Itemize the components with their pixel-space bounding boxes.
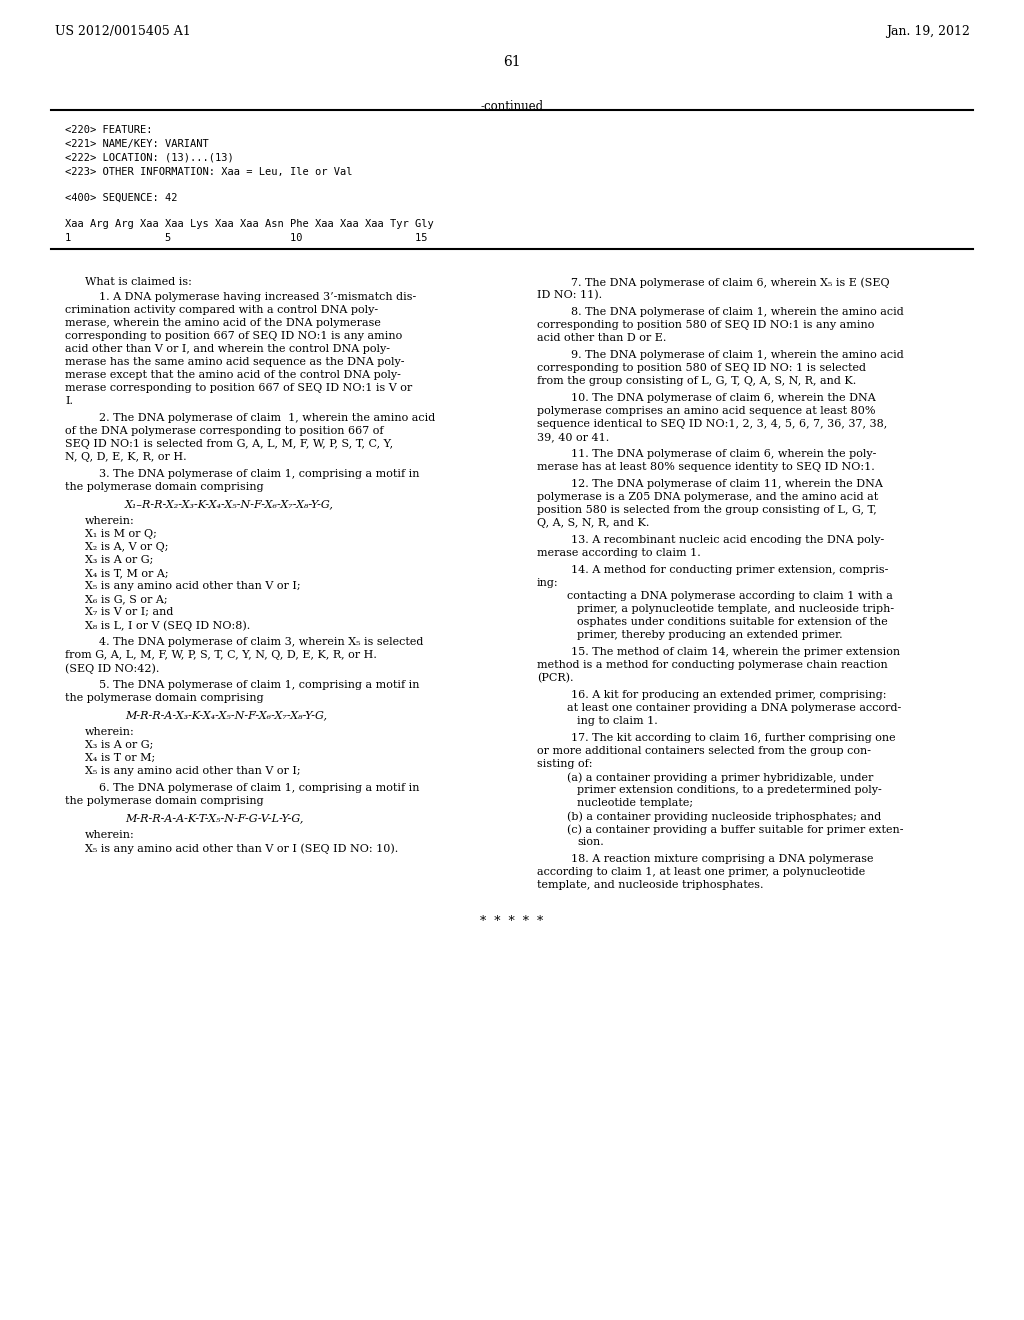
Text: 2. The DNA polymerase of claim  1, wherein the amino acid: 2. The DNA polymerase of claim 1, wherei… [85, 413, 435, 422]
Text: (c) a container providing a buffer suitable for primer exten-: (c) a container providing a buffer suita… [567, 824, 903, 834]
Text: X₂ is A, V or Q;: X₂ is A, V or Q; [85, 543, 169, 552]
Text: -continued: -continued [480, 100, 544, 114]
Text: X₃ is A or G;: X₃ is A or G; [85, 554, 154, 565]
Text: 8. The DNA polymerase of claim 1, wherein the amino acid: 8. The DNA polymerase of claim 1, wherei… [557, 308, 904, 317]
Text: primer extension conditions, to a predetermined poly-: primer extension conditions, to a predet… [577, 785, 882, 795]
Text: 14. A method for conducting primer extension, compris-: 14. A method for conducting primer exten… [557, 565, 889, 576]
Text: merase according to claim 1.: merase according to claim 1. [537, 548, 700, 558]
Text: 16. A kit for producing an extended primer, comprising:: 16. A kit for producing an extended prim… [557, 690, 887, 700]
Text: osphates under conditions suitable for extension of the: osphates under conditions suitable for e… [577, 616, 888, 627]
Text: X₅ is any amino acid other than V or I;: X₅ is any amino acid other than V or I; [85, 581, 301, 591]
Text: wherein:: wherein: [85, 830, 135, 840]
Text: X₆ is G, S or A;: X₆ is G, S or A; [85, 594, 168, 605]
Text: <222> LOCATION: (13)...(13): <222> LOCATION: (13)...(13) [65, 153, 233, 162]
Text: of the DNA polymerase corresponding to position 667 of: of the DNA polymerase corresponding to p… [65, 426, 384, 436]
Text: primer, thereby producing an extended primer.: primer, thereby producing an extended pr… [577, 630, 843, 640]
Text: 9. The DNA polymerase of claim 1, wherein the amino acid: 9. The DNA polymerase of claim 1, wherei… [557, 350, 904, 360]
Text: I.: I. [65, 396, 73, 407]
Text: the polymerase domain comprising: the polymerase domain comprising [65, 693, 263, 704]
Text: sisting of:: sisting of: [537, 759, 593, 770]
Text: corresponding to position 580 of SEQ ID NO: 1 is selected: corresponding to position 580 of SEQ ID … [537, 363, 866, 374]
Text: nucleotide template;: nucleotide template; [577, 799, 693, 808]
Text: primer, a polynucleotide template, and nucleoside triph-: primer, a polynucleotide template, and n… [577, 605, 894, 614]
Text: from G, A, L, M, F, W, P, S, T, C, Y, N, Q, D, E, K, R, or H.: from G, A, L, M, F, W, P, S, T, C, Y, N,… [65, 649, 377, 660]
Text: Q, A, S, N, R, and K.: Q, A, S, N, R, and K. [537, 517, 649, 528]
Text: polymerase is a Z05 DNA polymerase, and the amino acid at: polymerase is a Z05 DNA polymerase, and … [537, 492, 879, 502]
Text: acid other than D or E.: acid other than D or E. [537, 333, 667, 343]
Text: sequence identical to SEQ ID NO:1, 2, 3, 4, 5, 6, 7, 36, 37, 38,: sequence identical to SEQ ID NO:1, 2, 3,… [537, 418, 887, 429]
Text: (SEQ ID NO:42).: (SEQ ID NO:42). [65, 663, 160, 673]
Text: SEQ ID NO:1 is selected from G, A, L, M, F, W, P, S, T, C, Y,: SEQ ID NO:1 is selected from G, A, L, M,… [65, 440, 393, 449]
Text: ID NO: 11).: ID NO: 11). [537, 290, 602, 301]
Text: <223> OTHER INFORMATION: Xaa = Leu, Ile or Val: <223> OTHER INFORMATION: Xaa = Leu, Ile … [65, 168, 352, 177]
Text: US 2012/0015405 A1: US 2012/0015405 A1 [55, 25, 190, 38]
Text: Xaa Arg Arg Xaa Xaa Lys Xaa Xaa Asn Phe Xaa Xaa Xaa Tyr Gly: Xaa Arg Arg Xaa Xaa Lys Xaa Xaa Asn Phe … [65, 219, 434, 228]
Text: from the group consisting of L, G, T, Q, A, S, N, R, and K.: from the group consisting of L, G, T, Q,… [537, 376, 856, 385]
Text: *  *  *  *  *: * * * * * [480, 915, 544, 928]
Text: the polymerase domain comprising: the polymerase domain comprising [65, 796, 263, 807]
Text: X₁–R-R-X₂-X₃-K-X₄-X₅-N-F-X₆-X₇-X₈-Y-G,: X₁–R-R-X₂-X₃-K-X₄-X₅-N-F-X₆-X₇-X₈-Y-G, [125, 499, 334, 510]
Text: 12. The DNA polymerase of claim 11, wherein the DNA: 12. The DNA polymerase of claim 11, wher… [557, 479, 883, 488]
Text: at least one container providing a DNA polymerase accord-: at least one container providing a DNA p… [567, 704, 901, 713]
Text: method is a method for conducting polymerase chain reaction: method is a method for conducting polyme… [537, 660, 888, 671]
Text: ing:: ing: [537, 578, 559, 587]
Text: crimination activity compared with a control DNA poly-: crimination activity compared with a con… [65, 305, 378, 315]
Text: 13. A recombinant nucleic acid encoding the DNA poly-: 13. A recombinant nucleic acid encoding … [557, 535, 885, 545]
Text: 10. The DNA polymerase of claim 6, wherein the DNA: 10. The DNA polymerase of claim 6, where… [557, 393, 876, 403]
Text: contacting a DNA polymerase according to claim 1 with a: contacting a DNA polymerase according to… [567, 591, 893, 601]
Text: 17. The kit according to claim 16, further comprising one: 17. The kit according to claim 16, furth… [557, 733, 896, 743]
Text: the polymerase domain comprising: the polymerase domain comprising [65, 482, 263, 492]
Text: X₈ is L, I or V (SEQ ID NO:8).: X₈ is L, I or V (SEQ ID NO:8). [85, 620, 250, 631]
Text: X₅ is any amino acid other than V or I (SEQ ID NO: 10).: X₅ is any amino acid other than V or I (… [85, 843, 398, 854]
Text: X₄ is T, M or A;: X₄ is T, M or A; [85, 568, 169, 578]
Text: (b) a container providing nucleoside triphosphates; and: (b) a container providing nucleoside tri… [567, 810, 882, 821]
Text: (a) a container providing a primer hybridizable, under: (a) a container providing a primer hybri… [567, 772, 873, 783]
Text: template, and nucleoside triphosphates.: template, and nucleoside triphosphates. [537, 880, 764, 890]
Text: X₇ is V or I; and: X₇ is V or I; and [85, 607, 173, 616]
Text: ing to claim 1.: ing to claim 1. [577, 715, 657, 726]
Text: 7. The DNA polymerase of claim 6, wherein X₅ is E (SEQ: 7. The DNA polymerase of claim 6, wherei… [557, 277, 890, 288]
Text: 6. The DNA polymerase of claim 1, comprising a motif in: 6. The DNA polymerase of claim 1, compri… [85, 783, 420, 793]
Text: 1. A DNA polymerase having increased 3’-mismatch dis-: 1. A DNA polymerase having increased 3’-… [85, 292, 416, 302]
Text: 5. The DNA polymerase of claim 1, comprising a motif in: 5. The DNA polymerase of claim 1, compri… [85, 680, 420, 690]
Text: acid other than V or I, and wherein the control DNA poly-: acid other than V or I, and wherein the … [65, 345, 390, 354]
Text: 1               5                   10                  15: 1 5 10 15 [65, 234, 427, 243]
Text: 3. The DNA polymerase of claim 1, comprising a motif in: 3. The DNA polymerase of claim 1, compri… [85, 469, 420, 479]
Text: 4. The DNA polymerase of claim 3, wherein X₅ is selected: 4. The DNA polymerase of claim 3, wherei… [85, 638, 423, 647]
Text: <221> NAME/KEY: VARIANT: <221> NAME/KEY: VARIANT [65, 139, 209, 149]
Text: X₁ is M or Q;: X₁ is M or Q; [85, 529, 157, 539]
Text: 61: 61 [503, 55, 521, 69]
Text: merase has at least 80% sequence identity to SEQ ID NO:1.: merase has at least 80% sequence identit… [537, 462, 874, 473]
Text: wherein:: wherein: [85, 727, 135, 737]
Text: 18. A reaction mixture comprising a DNA polymerase: 18. A reaction mixture comprising a DNA … [557, 854, 873, 865]
Text: corresponding to position 580 of SEQ ID NO:1 is any amino: corresponding to position 580 of SEQ ID … [537, 319, 874, 330]
Text: X₃ is A or G;: X₃ is A or G; [85, 741, 154, 750]
Text: merase except that the amino acid of the control DNA poly-: merase except that the amino acid of the… [65, 370, 400, 380]
Text: position 580 is selected from the group consisting of L, G, T,: position 580 is selected from the group … [537, 506, 877, 515]
Text: Jan. 19, 2012: Jan. 19, 2012 [886, 25, 970, 38]
Text: merase has the same amino acid sequence as the DNA poly-: merase has the same amino acid sequence … [65, 356, 404, 367]
Text: X₅ is any amino acid other than V or I;: X₅ is any amino acid other than V or I; [85, 766, 301, 776]
Text: 11. The DNA polymerase of claim 6, wherein the poly-: 11. The DNA polymerase of claim 6, where… [557, 449, 877, 459]
Text: or more additional containers selected from the group con-: or more additional containers selected f… [537, 746, 871, 756]
Text: corresponding to position 667 of SEQ ID NO:1 is any amino: corresponding to position 667 of SEQ ID … [65, 331, 402, 341]
Text: M-R-R-A-X₃-K-X₄-X₅-N-F-X₆-X₇-X₈-Y-G,: M-R-R-A-X₃-K-X₄-X₅-N-F-X₆-X₇-X₈-Y-G, [125, 710, 327, 719]
Text: wherein:: wherein: [85, 516, 135, 525]
Text: N, Q, D, E, K, R, or H.: N, Q, D, E, K, R, or H. [65, 451, 186, 462]
Text: 15. The method of claim 14, wherein the primer extension: 15. The method of claim 14, wherein the … [557, 647, 900, 657]
Text: sion.: sion. [577, 837, 604, 847]
Text: polymerase comprises an amino acid sequence at least 80%: polymerase comprises an amino acid seque… [537, 407, 876, 416]
Text: merase corresponding to position 667 of SEQ ID NO:1 is V or: merase corresponding to position 667 of … [65, 383, 413, 393]
Text: merase, wherein the amino acid of the DNA polymerase: merase, wherein the amino acid of the DN… [65, 318, 381, 327]
Text: <400> SEQUENCE: 42: <400> SEQUENCE: 42 [65, 193, 177, 203]
Text: <220> FEATURE:: <220> FEATURE: [65, 125, 153, 135]
Text: according to claim 1, at least one primer, a polynucleotide: according to claim 1, at least one prime… [537, 867, 865, 876]
Text: 39, 40 or 41.: 39, 40 or 41. [537, 432, 609, 442]
Text: X₄ is T or M;: X₄ is T or M; [85, 752, 156, 763]
Text: M-R-R-A-A-K-T-X₅-N-F-G-V-L-Y-G,: M-R-R-A-A-K-T-X₅-N-F-G-V-L-Y-G, [125, 813, 303, 822]
Text: (PCR).: (PCR). [537, 673, 573, 684]
Text: What is claimed is:: What is claimed is: [85, 277, 191, 286]
